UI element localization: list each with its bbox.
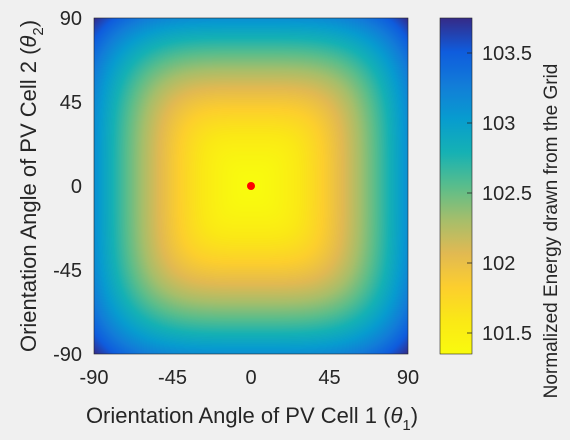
x-tick-label: 45 [318,367,340,389]
x-axis-label: Orientation Angle of PV Cell 1 (θ1) [86,403,418,434]
colorbar-ticks: 101.5 102 102.5 103 103.5 [467,43,532,345]
y-tick-label: 90 [60,8,82,30]
optimum-marker [247,182,255,190]
x-tick-label: -90 [80,367,109,389]
x-tick-label: 90 [397,367,419,389]
x-tick-label: 0 [245,367,256,389]
colorbar-tick-label: 102 [482,253,515,275]
colorbar-frame [439,17,473,355]
colorbar-tick-label: 101.5 [482,323,532,345]
plot-area-frame [93,17,409,355]
colorbar-gradient [440,18,472,354]
colorbar-tick-label: 103 [482,113,515,135]
colorbar-tick-label: 103.5 [482,43,532,65]
y-axis-ticks: -90 -45 0 45 90 [53,8,82,366]
y-tick-label: 0 [71,176,82,198]
x-axis-ticks: -90 -45 0 45 90 [80,367,420,389]
y-tick-label: -90 [53,344,82,366]
colorbar-label: Normalized Energy drawn from the Grid [541,64,562,399]
y-axis-label: Orientation Angle of PV Cell 2 (θ2) [16,20,47,352]
x-tick-label: -45 [158,367,187,389]
colorbar-tick-label: 102.5 [482,183,532,205]
y-tick-label: 45 [60,92,82,114]
y-tick-label: -45 [53,260,82,282]
colorbar: 101.5 102 102.5 103 103.5 [439,17,532,355]
heatmap-plot: -90 -45 0 45 90 -90 -45 0 45 90 [53,8,419,389]
